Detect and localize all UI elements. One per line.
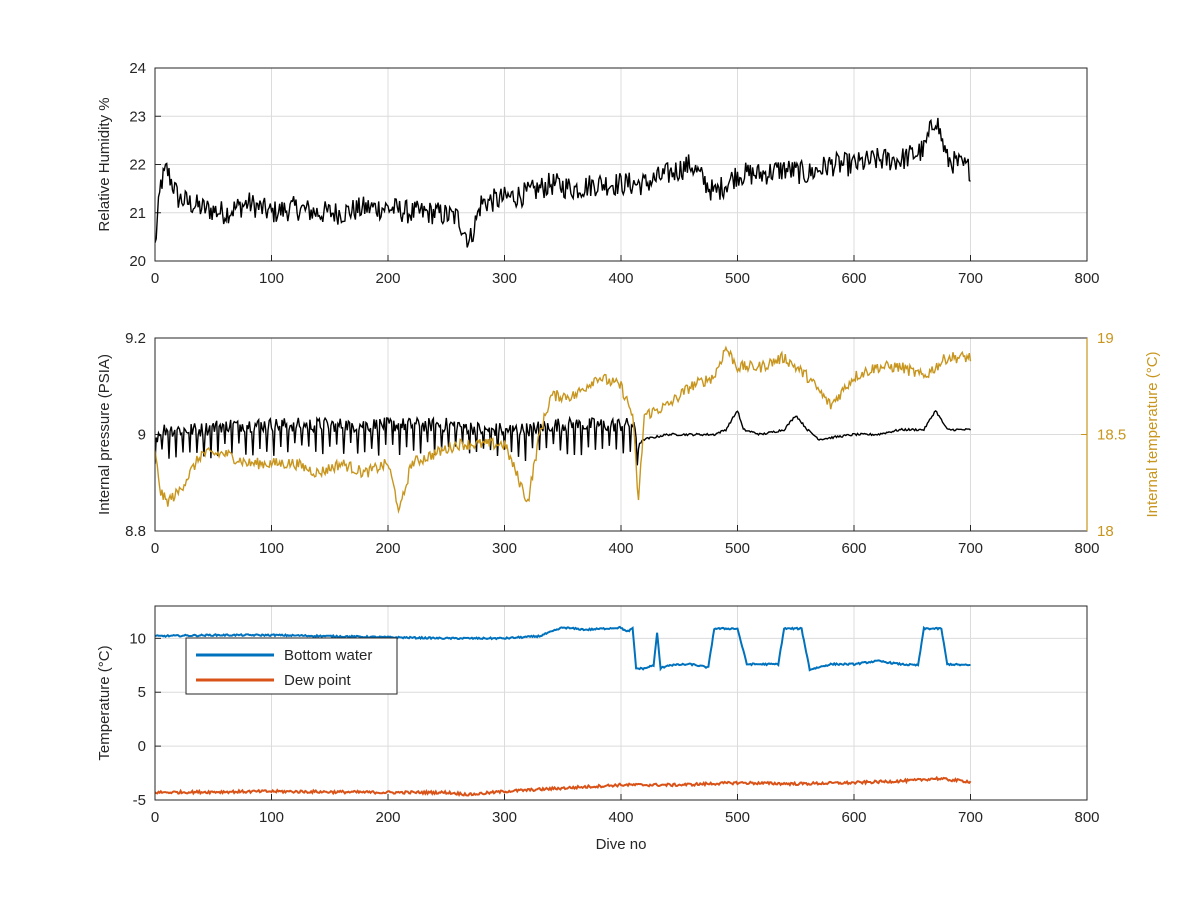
y-tick-label: 5 — [138, 684, 146, 701]
legend: Bottom water Dew point — [185, 637, 398, 695]
y-axis-label: Temperature (°C) — [96, 645, 113, 760]
x-tick-label: 800 — [1074, 540, 1099, 557]
y-right-tick-label: 18.5 — [1097, 427, 1126, 444]
legend-box — [185, 637, 398, 695]
series-line-bottom-water — [155, 625, 971, 672]
y-tick-label: 22 — [129, 157, 146, 174]
temperature-subplot: 0 100 200 300 400 500 600 700 800 -5 0 5 10 Temperatu… — [96, 605, 1100, 853]
y-right-axis-label: Internal temperature (°C) — [1144, 351, 1161, 517]
y-axis-label: Internal pressure (PSIA) — [96, 354, 113, 515]
x-tick-label: 700 — [958, 270, 983, 287]
x-tick-label: 600 — [841, 809, 866, 826]
x-tick-label: 300 — [492, 809, 517, 826]
x-tick-label: 200 — [375, 540, 400, 557]
x-tick-label: 300 — [492, 540, 517, 557]
axes-frame — [154, 605, 1088, 801]
axes-frame — [154, 67, 1088, 262]
x-axis-label: Dive no — [596, 836, 647, 853]
humidity-subplot: 0 100 200 300 400 500 600 700 800 20 21 22 23 24 Relat… — [96, 60, 1100, 287]
y-tick-label: 24 — [129, 60, 146, 77]
x-tick-label: 400 — [608, 809, 633, 826]
series-line-0-0 — [155, 117, 971, 248]
x-tick-label: 100 — [259, 809, 284, 826]
x-tick-label: 0 — [151, 270, 159, 287]
y-tick-label: 10 — [129, 630, 146, 647]
y-tick-label: 9.2 — [125, 330, 146, 347]
y-tick-label: 23 — [129, 108, 146, 125]
series-line-dew-point — [155, 775, 972, 797]
x-tick-label: 700 — [958, 809, 983, 826]
y-tick-label: 8.8 — [125, 523, 146, 540]
x-tick-label: 0 — [151, 540, 159, 557]
series-line-1-1 — [155, 345, 972, 514]
x-tick-label: 100 — [259, 270, 284, 287]
pressure-temperature-subplot: 0 100 200 300 400 500 600 700 800 8.8 9 9.2 18 18.5 19… — [96, 330, 1161, 557]
x-tick-label: 300 — [492, 270, 517, 287]
x-tick-label: 100 — [259, 540, 284, 557]
x-tick-label: 0 — [151, 809, 159, 826]
x-tick-label: 500 — [725, 540, 750, 557]
legend-label: Bottom water — [284, 647, 372, 664]
y-tick-label: -5 — [133, 792, 146, 809]
x-tick-label: 600 — [841, 540, 866, 557]
x-tick-label: 800 — [1074, 270, 1099, 287]
x-tick-label: 600 — [841, 270, 866, 287]
y-tick-label: 0 — [138, 738, 146, 755]
x-tick-label: 200 — [375, 270, 400, 287]
y-axis-label: Relative Humidity % — [96, 97, 113, 231]
x-tick-label: 800 — [1074, 809, 1099, 826]
legend-label: Dew point — [284, 672, 352, 689]
y-right-tick-label: 19 — [1097, 330, 1114, 347]
x-tick-label: 700 — [958, 540, 983, 557]
x-tick-label: 400 — [608, 270, 633, 287]
x-tick-label: 500 — [725, 809, 750, 826]
y-tick-label: 21 — [129, 205, 146, 222]
x-tick-label: 400 — [608, 540, 633, 557]
y-right-tick-label: 18 — [1097, 523, 1114, 540]
x-tick-label: 200 — [375, 809, 400, 826]
y-tick-label: 20 — [129, 253, 146, 270]
y-tick-label: 9 — [138, 427, 146, 444]
x-tick-label: 500 — [725, 270, 750, 287]
series-line-1-0 — [155, 410, 971, 466]
